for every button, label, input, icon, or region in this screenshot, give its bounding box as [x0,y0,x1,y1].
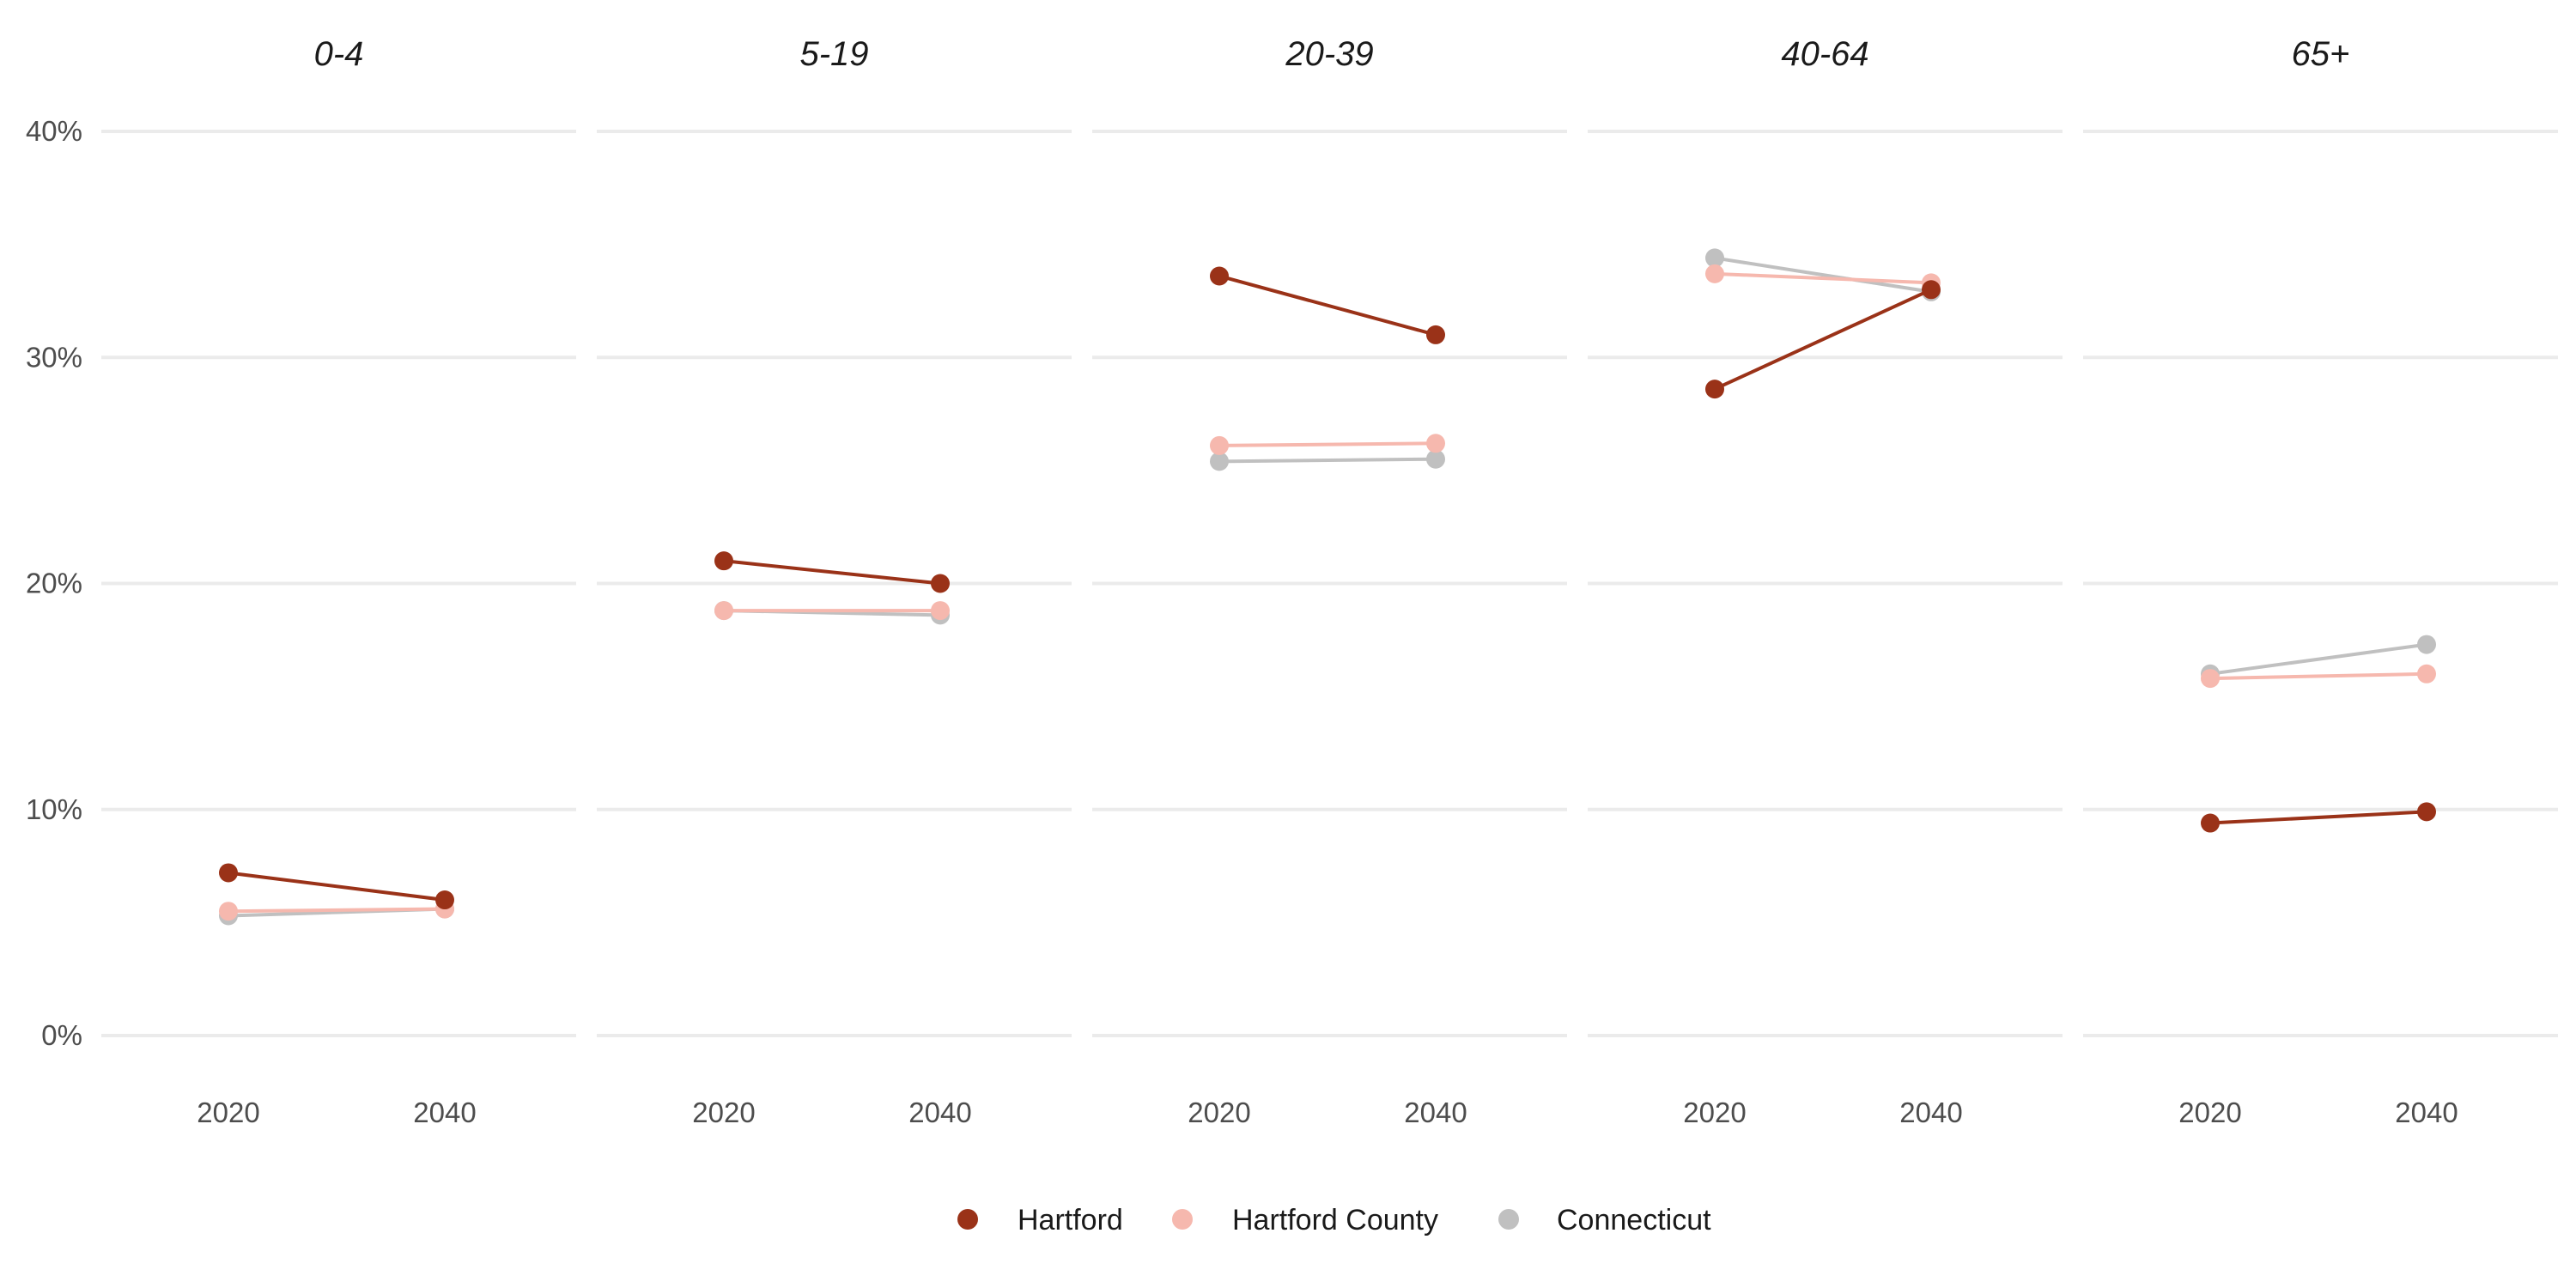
facet-title: 40-64 [1781,35,1868,73]
legend-swatch [1498,1209,1519,1230]
y-tick-label: 0% [41,1019,82,1051]
data-point-hartford-county [219,902,238,921]
x-tick-label: 2020 [692,1097,755,1128]
y-axis: 0% 10% 20% 30% 40% [26,115,82,1051]
legend-label: Hartford [1018,1204,1123,1236]
facet-title: 65+ [2292,35,2350,73]
y-tick-label: 40% [26,115,82,147]
data-point-hartford [931,574,950,593]
series-line-hartford-county [228,907,446,914]
x-tick-label: 2040 [908,1097,971,1128]
facet-panel-0-4: 0-4 2020 2040 [101,35,576,1128]
x-tick-label: 2040 [1899,1097,1962,1128]
data-point-hartford [1426,325,1445,344]
facet-panel-40-64: 40-64 2020 2040 [1588,35,2063,1128]
data-point-hartford [219,863,238,883]
data-point-connecticut [1210,452,1229,471]
data-point-connecticut [1705,248,1724,268]
y-tick-label: 10% [26,793,82,825]
data-point-hartford-county [931,601,950,621]
data-point-hartford [1210,266,1229,286]
legend-swatch [1172,1209,1193,1230]
facet-panel-5-19: 5-19 2020 2040 [597,35,1072,1128]
data-point-hartford-county [1210,435,1229,455]
series-line-hartford [1218,274,1437,337]
data-point-hartford [2417,802,2436,822]
legend-label: Connecticut [1557,1204,1711,1236]
legend-swatch [957,1209,978,1230]
series-line-hartford-county [1218,441,1437,447]
x-tick-label: 2040 [413,1097,476,1128]
data-point-hartford-county [714,601,733,621]
data-point-hartford-county [2201,669,2220,689]
legend-label: Hartford County [1232,1204,1438,1236]
y-tick-label: 20% [26,568,82,599]
data-point-hartford [1705,380,1724,399]
data-point-hartford [2201,813,2220,833]
series-line-hartford [723,559,941,586]
legend-item-hartford: Hartford [957,1204,1123,1236]
series-line-connecticut [2209,642,2427,676]
x-tick-label: 2040 [2395,1097,2458,1128]
data-point-hartford-county [1426,434,1445,453]
x-tick-label: 2020 [197,1097,259,1128]
data-point-hartford-county [2417,664,2436,683]
series-line-connecticut [1714,256,1932,294]
legend-item-hartford-county: Hartford County [1172,1204,1438,1236]
series-line-hartford [2209,810,2427,825]
series-line-connecticut [1218,457,1437,464]
data-point-hartford [1922,280,1941,300]
data-point-connecticut [2417,635,2436,654]
x-tick-label: 2040 [1404,1097,1467,1128]
series-line-hartford-county [1714,271,1932,285]
series-line-hartford [228,871,446,902]
data-point-connecticut [1426,449,1445,469]
x-tick-label: 2020 [2178,1097,2241,1128]
legend-item-connecticut: Connecticut [1498,1204,1711,1236]
x-tick-label: 2020 [1188,1097,1250,1128]
x-tick-label: 2020 [1683,1097,1746,1128]
data-point-hartford-county [1705,264,1724,283]
data-point-hartford [714,551,733,571]
series-line-hartford [1714,288,1932,391]
facet-title: 0-4 [314,35,364,73]
data-point-hartford [435,890,454,910]
y-tick-label: 30% [26,341,82,373]
facet-panel-65+: 65+ 2020 2040 [2083,35,2558,1128]
facet-panel-20-39: 20-39 2020 2040 [1092,35,1567,1128]
facet-title: 20-39 [1285,35,1373,73]
series-line-hartford-county [2209,671,2427,681]
legend: Hartford Hartford County Connecticut [957,1204,1711,1236]
facet-title: 5-19 [799,35,868,73]
